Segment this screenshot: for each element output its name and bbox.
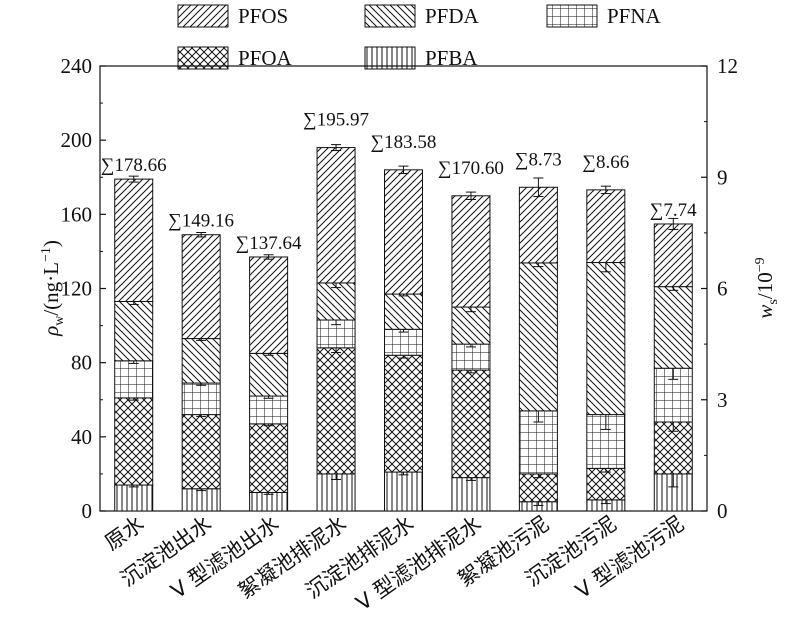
right-axis-tick-label: 0 [717,499,728,523]
bar-segment-pfba [451,477,491,512]
bar-segment-pfoa [249,423,289,493]
bar-segment-pfoa [181,414,221,490]
legend-swatch-pfos [177,4,229,28]
total-label: ∑195.97 [303,110,369,131]
bar-segment-pfos [451,195,491,308]
bar-segment-pfda [586,262,626,416]
bar-segment-pfoa [384,354,423,473]
bar-segment-pfos [653,223,693,288]
bar-segment-pfos [249,256,289,354]
right-axis-symbol: w [753,305,777,319]
legend: PFOS PFDA PFNA PFOA PFBA [177,4,662,70]
bar-segment-pfna [451,343,491,371]
left-axis-symbol: ρ [39,326,63,337]
left-axis-tick-label: 160 [61,202,93,226]
left-axis-tick-label: 120 [61,277,93,301]
bar-segment-pfoa [451,369,491,479]
right-axis-tick-label: 3 [717,388,728,412]
total-label: ∑170.60 [438,158,504,179]
bar-segment-pfba [384,471,423,512]
total-label: ∑8.66 [582,152,629,173]
total-label: ∑149.16 [168,211,234,232]
legend-swatch-pfoa [177,46,229,70]
bar-segment-pfna [249,395,289,425]
bar-segment-pfda [249,352,289,397]
bar-segment-pfda [181,338,221,384]
total-label: ∑183.58 [371,132,437,153]
category-label: 原水 [100,511,148,555]
right-axis-title: ws/10−9 [753,257,781,318]
bar-segment-pfda [384,293,423,330]
bar-segment-pfda [653,286,693,369]
bar-segment-pfoa [316,347,356,475]
bar-segment-pfos [518,186,558,264]
svg-text:ws/10−9: ws/10−9 [753,257,781,318]
svg-text:ρw/(ng·L−1): ρw/(ng·L−1) [39,240,67,337]
left-axis-close: ) [39,240,63,247]
total-label: ∑137.64 [236,233,302,254]
bar-segment-pfos [586,189,626,264]
right-axis-subscript: s [766,299,781,304]
bar-segment-pfna [181,382,221,416]
bar-segment-pfos [114,178,154,302]
bar-segment-pfda [451,306,491,345]
total-label: ∑7.74 [650,200,697,221]
left-axis-tick-label: 200 [61,128,93,152]
left-axis-tick-label: 0 [82,499,93,523]
bar-segment-pfda [518,262,558,412]
left-axis-tick-label: 80 [71,351,92,375]
bar-segment-pfoa [114,397,154,486]
bar-segment-pfos [316,147,356,284]
legend-swatch-pfba [364,46,416,70]
left-axis-tick-label: 240 [61,54,93,78]
bar-segment-pfna [114,360,154,399]
bar-segment-pfba [114,484,154,512]
right-axis-superscript: −9 [753,257,768,272]
right-axis-tick-label: 12 [717,54,738,78]
left-axis-tick-label: 40 [71,425,92,449]
legend-label-pfda: PFDA [425,4,480,28]
bar-segment-pfna [384,328,423,356]
right-axis-tick-label: 6 [717,277,728,301]
bar-segment-pfda [316,282,356,321]
bar-segment-pfba [181,488,221,512]
left-axis-unit: /(ng·L [39,262,63,316]
bar-segment-pfba [316,473,356,512]
bar-segment-pfba [249,491,289,512]
total-label: ∑178.66 [101,155,167,176]
legend-label-pfna: PFNA [607,4,662,28]
left-axis-title: ρw/(ng·L−1) [39,240,67,337]
left-axis-superscript: −1 [39,247,54,262]
bar-segment-pfda [114,300,154,362]
plot-area: 04080120160200240036912∑178.66原水∑149.16沉… [61,54,739,615]
right-axis-tick-label: 9 [717,165,728,189]
legend-swatch-pfna [546,4,598,28]
bar-segment-pfos [384,169,423,295]
legend-swatch-pfda [364,4,416,28]
total-label: ∑8.73 [515,149,562,170]
legend-label-pfos: PFOS [238,4,288,28]
bar-segment-pfos [181,234,221,340]
right-axis-unit: /10 [753,272,777,299]
bar-segment-pfoa [586,467,626,501]
left-axis-subscript: w [52,315,67,326]
